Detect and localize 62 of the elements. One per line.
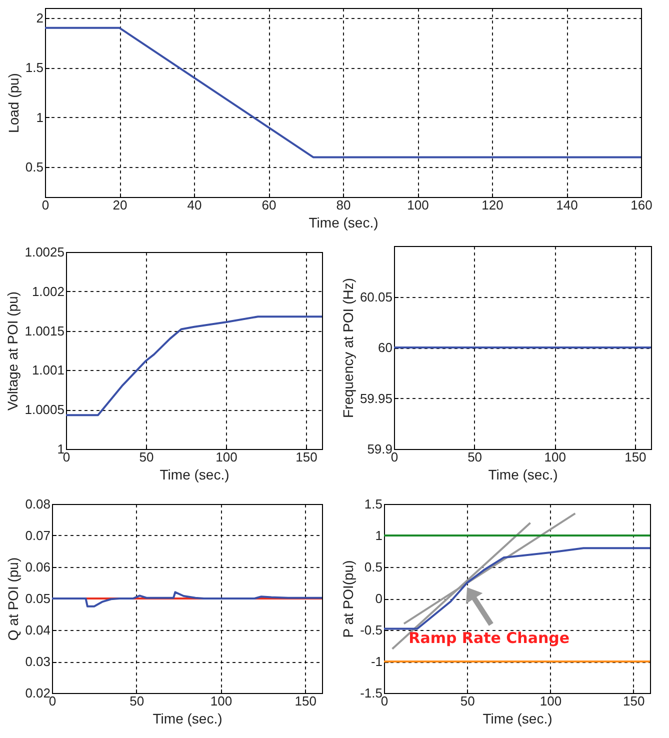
y-tick-label: 59.95 (360, 390, 392, 406)
y-tick-label: 1 (375, 528, 382, 543)
y-tick-label: 0.06 (25, 560, 50, 574)
y-tick-label: 60.05 (360, 289, 392, 304)
x-tick-label: 100 (544, 450, 566, 464)
x-tick-label: 150 (294, 694, 316, 708)
x-tick-label: 50 (468, 450, 482, 464)
y-tick-label: 59.9 (367, 442, 392, 456)
y-tick-label: 0.05 (25, 591, 50, 606)
x-tick-label: 20 (112, 198, 128, 212)
y-axis-title: Load (pu) (5, 73, 22, 133)
y-tick-label: 60 (378, 340, 392, 355)
x-tick-label: 150 (624, 450, 646, 464)
y-tick-label: 1.5 (25, 60, 44, 76)
x-axis-title: Time (sec.) (482, 710, 552, 726)
x-tick-label: 100 (407, 198, 429, 212)
x-tick-label: 50 (139, 450, 154, 464)
y-tick-label: 1 (36, 110, 44, 125)
y-tick-label: 1.5 (364, 496, 382, 512)
x-tick-label: 80 (336, 198, 351, 212)
x-tick-label: 120 (482, 198, 504, 212)
y-tick-label: 1.0005 (24, 402, 64, 418)
line-series (66, 316, 322, 416)
line-series (384, 547, 650, 630)
y-axis-title: Voltage at POI (pu) (4, 291, 21, 411)
x-tick-label: 160 (630, 198, 652, 212)
x-axis-title: Time (sec.) (488, 466, 558, 482)
y-tick-label: 1.0025 (24, 244, 64, 260)
y-tick-label: 1.0015 (24, 323, 64, 338)
y-tick-label: -0.5 (360, 622, 382, 638)
x-tick-label: 100 (540, 694, 562, 708)
y-tick-label: 0.03 (25, 654, 50, 669)
x-tick-label: 50 (460, 694, 475, 708)
x-tick-label: 100 (210, 694, 232, 708)
x-axis-title: Time (sec.) (152, 710, 222, 726)
annotation: Ramp Rate Change (408, 628, 570, 647)
x-tick-label: 60 (262, 198, 276, 212)
y-axis-title: Frequency at POI (Hz) (340, 278, 356, 418)
x-tick-label: 140 (556, 198, 578, 212)
y-axis-title: Q at POI (pu) (5, 557, 22, 641)
line-series (52, 591, 322, 608)
y-tick-label: 1 (57, 442, 64, 456)
y-tick-label: 0 (375, 591, 382, 606)
x-tick-label: 40 (187, 198, 202, 212)
x-tick-label: 150 (623, 694, 645, 708)
x-axis-title: Time (sec.) (160, 466, 230, 482)
y-axis-title: P at POI(pu) (340, 560, 356, 638)
y-tick-label: 1.001 (32, 362, 64, 378)
y-tick-label: 0.5 (364, 560, 382, 574)
y-tick-label: -1.5 (360, 686, 382, 700)
x-tick-label: 50 (130, 694, 144, 708)
y-tick-label: 1.002 (32, 284, 64, 299)
x-tick-label: 150 (296, 450, 318, 464)
y-tick-label: 0.5 (25, 160, 44, 175)
y-tick-label: 0.04 (25, 622, 50, 638)
y-tick-label: 0.02 (25, 686, 50, 700)
y-tick-label: -1 (370, 654, 382, 669)
y-tick-label: 0.08 (25, 496, 50, 512)
y-tick-label: 0.07 (25, 528, 50, 543)
x-tick-label: 100 (216, 450, 238, 464)
y-tick-label: 2 (36, 10, 44, 26)
x-axis-title: Time (sec.) (308, 214, 378, 230)
